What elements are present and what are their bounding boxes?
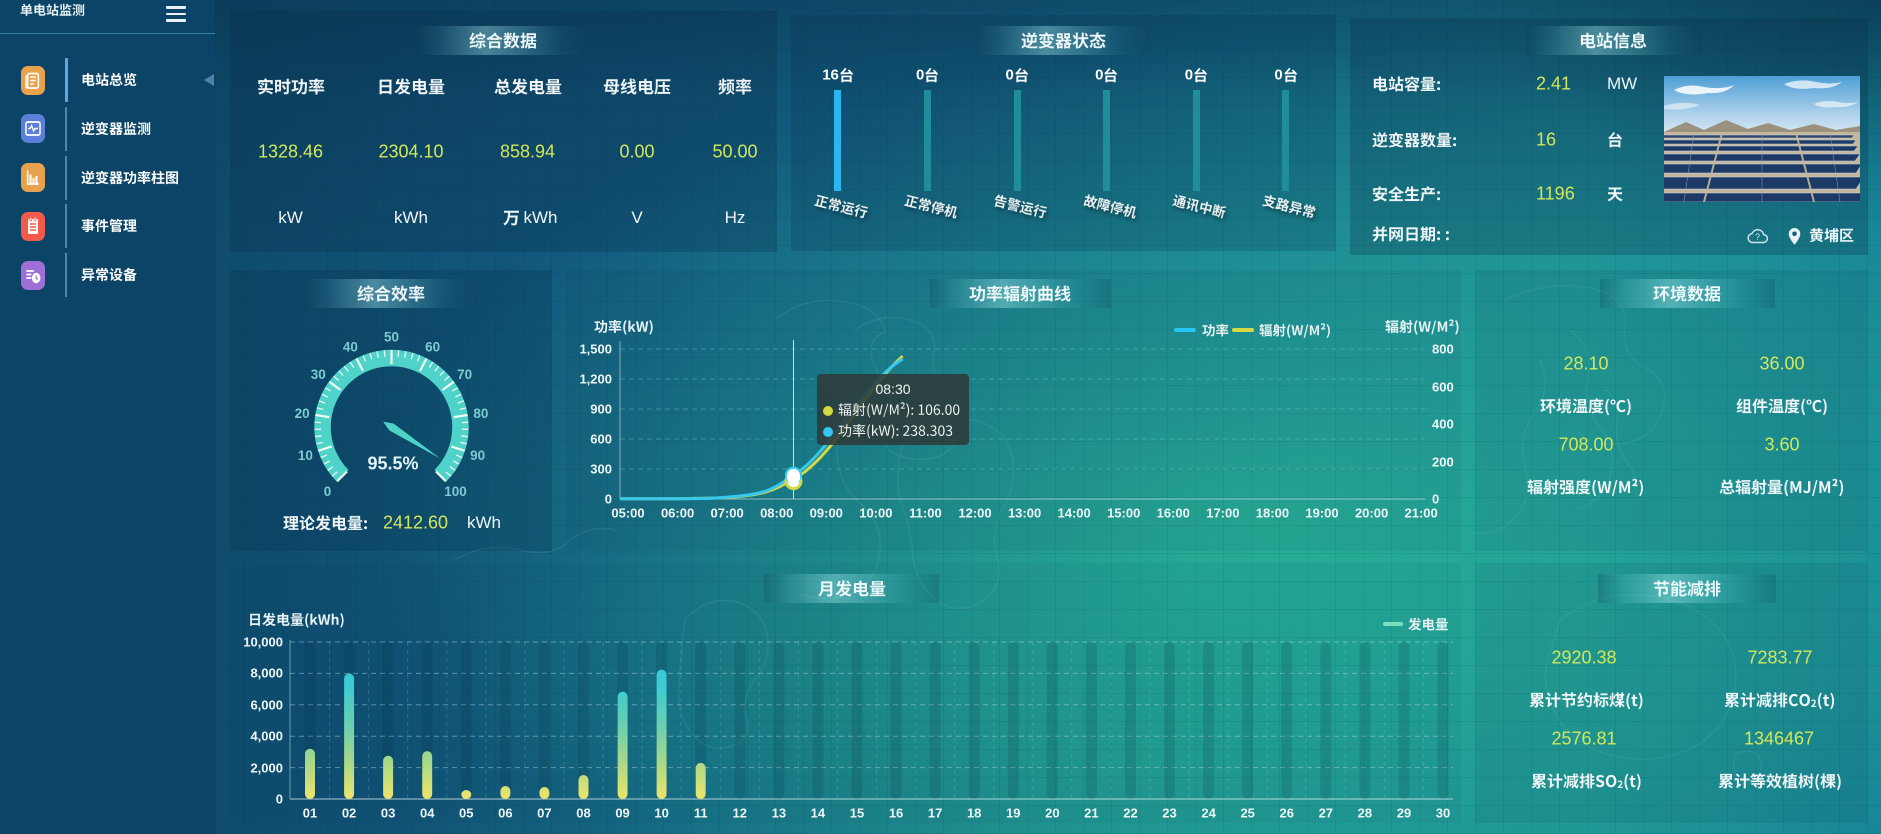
svg-text:100: 100 [444,484,467,499]
svg-text:20: 20 [295,406,310,421]
svg-text:0: 0 [324,484,332,499]
svg-text:60: 60 [425,339,440,354]
svg-text:?: ? [1755,232,1760,242]
svg-text:70: 70 [457,367,472,382]
svg-text:10: 10 [298,448,313,463]
svg-text:90: 90 [470,448,485,463]
svg-text:30: 30 [311,367,326,382]
svg-text:50: 50 [384,330,399,345]
svg-text:80: 80 [473,406,488,421]
svg-text:40: 40 [343,339,358,354]
